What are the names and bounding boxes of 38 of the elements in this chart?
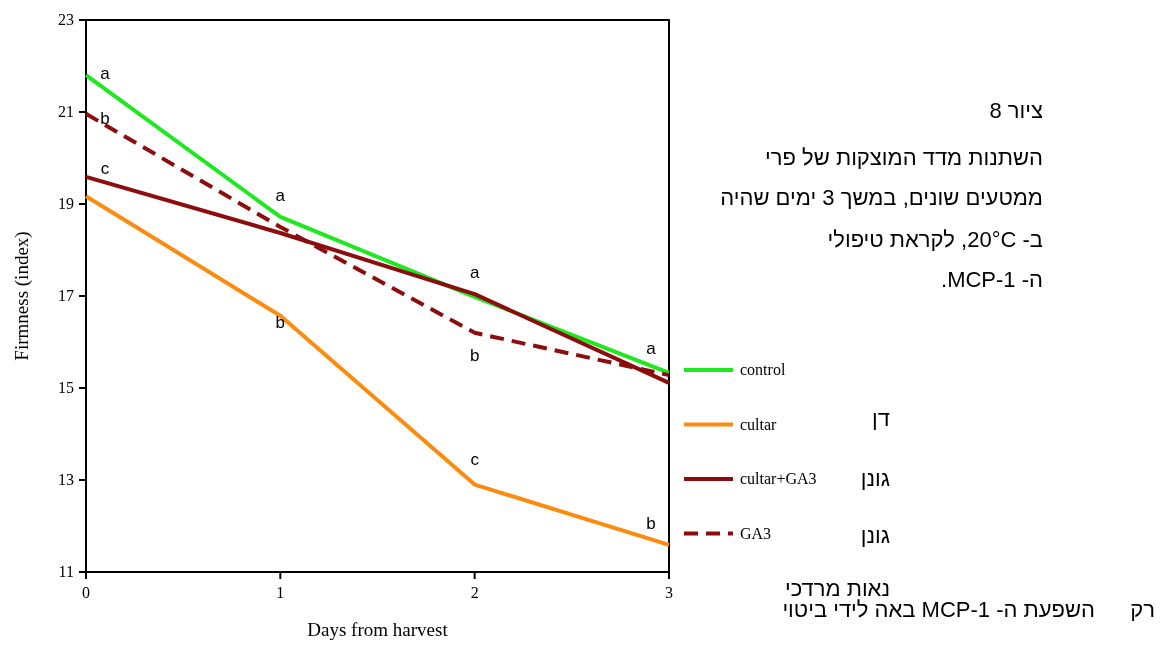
annotation: a bbox=[100, 64, 111, 84]
x-tick-label: 0 bbox=[82, 584, 90, 601]
x-tick-label: 3 bbox=[665, 584, 673, 601]
text: רק bbox=[1130, 597, 1155, 623]
legend-label: cultar bbox=[740, 415, 778, 433]
y-tick-label: 17 bbox=[58, 287, 74, 304]
annotation: b bbox=[646, 513, 656, 533]
y-axis-title: Firmness (index) bbox=[11, 231, 33, 361]
text: ה- 1-MCP. bbox=[941, 267, 1043, 293]
y-tick-label: 23 bbox=[58, 11, 74, 28]
text: השפעת ה- 1-MCP באה לידי ביטוי bbox=[782, 597, 1095, 623]
text: ממטעים שונים, במשך 3 ימים שהיה bbox=[720, 185, 1043, 211]
annotation: a bbox=[469, 262, 480, 282]
y-tick-label: 11 bbox=[58, 563, 74, 580]
annotation: b bbox=[275, 312, 286, 332]
x-tick-label: 1 bbox=[276, 584, 285, 601]
legend-label: GA3 bbox=[740, 524, 772, 542]
y-tick-label: 13 bbox=[58, 471, 74, 488]
annotation: a bbox=[646, 338, 657, 358]
x-tick-label: 2 bbox=[470, 584, 479, 601]
text: ציור 8 bbox=[989, 98, 1043, 124]
annotation: a bbox=[275, 185, 286, 205]
legend-label: control bbox=[740, 361, 786, 378]
annotation: b bbox=[100, 108, 110, 128]
y-tick-label: 15 bbox=[58, 379, 74, 396]
annotation: c bbox=[100, 158, 110, 178]
text: ב- 20°C, לקראת טיפולי bbox=[827, 227, 1043, 253]
text: גונן bbox=[860, 523, 890, 549]
text: השתנות מדד המוצקות של פרי bbox=[765, 145, 1043, 171]
y-tick-label: 19 bbox=[58, 195, 74, 212]
text: דן bbox=[872, 406, 890, 432]
legend-label: cultar+GA3 bbox=[740, 470, 817, 487]
text: גונן bbox=[860, 466, 890, 492]
line-series bbox=[84, 194, 671, 547]
x-axis-title: Days from harvest bbox=[307, 619, 449, 640]
y-tick-label: 21 bbox=[58, 103, 74, 120]
annotation: c bbox=[470, 449, 480, 469]
annotation: b bbox=[469, 345, 480, 365]
